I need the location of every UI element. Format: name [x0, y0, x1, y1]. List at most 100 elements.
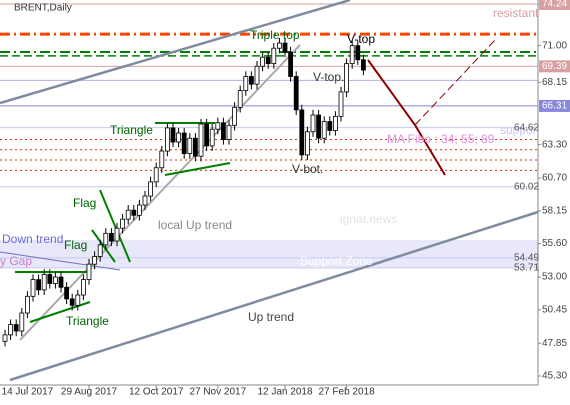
candle-body: [198, 123, 204, 157]
candle-body: [215, 122, 221, 130]
y-tick-label: 58.15: [542, 205, 567, 216]
candle-body: [13, 324, 19, 332]
candle-body: [226, 124, 232, 140]
candle-body: [153, 167, 159, 183]
annotation: V-top: [347, 32, 375, 46]
candle-body: [282, 42, 288, 53]
candle-body: [92, 256, 97, 265]
candle-body: [192, 137, 198, 157]
candle-body: [53, 276, 58, 284]
candle-body: [30, 279, 36, 297]
level-label-box: [539, 60, 570, 73]
x-tick-label: 12 Jan 2018: [257, 387, 312, 398]
y-tick-label: 55.60: [542, 238, 567, 249]
y-tick-label: 47.85: [542, 338, 567, 349]
candle-body: [36, 279, 41, 291]
level-label: 53.71: [514, 263, 539, 274]
candle-body: [299, 109, 305, 156]
candle-body: [237, 90, 243, 108]
candle-body: [248, 76, 254, 85]
y-tick-label: 45.30: [542, 371, 567, 382]
x-tick-label: 29 Aug 2017: [61, 387, 118, 398]
candle-body: [349, 45, 355, 65]
level-label-box: [539, 0, 570, 10]
x-tick-label: 14 Jul 2017: [2, 387, 54, 398]
annotation: Up trend: [248, 310, 294, 324]
support-zone: [0, 240, 538, 268]
annotation: resistant: [493, 6, 539, 20]
candle-body: [181, 132, 187, 155]
candle-body: [327, 121, 333, 131]
level-label: 60.02: [514, 181, 539, 192]
annotation: Triangle: [110, 123, 153, 137]
candle-body: [8, 324, 14, 336]
annotation: Flag: [64, 238, 87, 252]
annotation: Flag: [73, 196, 96, 210]
candle-body: [114, 227, 120, 242]
candle-body: [109, 232, 114, 242]
channel-line: [0, 0, 351, 105]
y-tick-label: 63.30: [542, 139, 567, 150]
candle-body: [148, 181, 154, 197]
candle-body: [220, 122, 226, 140]
candle-body: [170, 127, 176, 143]
candle-body: [41, 274, 47, 291]
level-label: 54.49: [514, 253, 539, 264]
candle-body: [243, 76, 249, 92]
y-tick-label: 60.70: [542, 173, 567, 184]
x-tick-label: 27 Feb 2018: [319, 387, 376, 398]
candle-body: [338, 91, 344, 117]
candle-body: [58, 276, 64, 288]
chart-title: BRENT,Daily: [14, 3, 72, 14]
candle-body: [204, 123, 210, 147]
y-tick-label: 68.15: [542, 77, 567, 88]
candle-body: [164, 127, 170, 152]
annotation: V-top.: [313, 70, 344, 84]
candle-body: [344, 63, 350, 93]
x-tick-label: 27 Nov 2017: [189, 387, 246, 398]
axis-labels: 45.30 47.85 50.45 53.00 55.60 58.15 60.70 63.30…: [2, 0, 570, 398]
candle-body: [276, 42, 282, 49]
candle-body: [265, 56, 271, 65]
candle-body: [47, 274, 53, 284]
candle-body: [176, 132, 182, 143]
candle-body: [125, 209, 131, 220]
annotation: y Gap: [0, 254, 32, 268]
candle-body: [2, 334, 8, 342]
candle-body: [86, 263, 92, 280]
candle-body: [19, 312, 25, 332]
candle-body: [316, 114, 322, 139]
triangle-line: [164, 162, 231, 176]
annotation: Support Zone: [300, 254, 373, 268]
candle-body: [81, 279, 86, 296]
candle-body: [159, 150, 165, 169]
candle-body: [304, 131, 310, 156]
candle-body: [24, 295, 30, 314]
annotation: local Up trend: [158, 218, 232, 232]
candle-body: [97, 244, 103, 257]
candle-body: [355, 45, 361, 61]
annotation: MA Fibo : 34; 55; 89: [387, 132, 495, 146]
annotations: Triple top V-top V-top. V-bot. Triangle Trian…: [0, 6, 541, 328]
candle-body: [232, 106, 238, 126]
level-label-box: [539, 99, 570, 112]
candle-body: [332, 115, 338, 131]
candle-body: [69, 298, 75, 306]
annotation: support: [500, 123, 541, 137]
candle-body: [131, 209, 137, 216]
y-tick-label: 50.45: [542, 304, 567, 315]
y-tick-label: 71.00: [542, 40, 567, 51]
candle-body: [142, 195, 148, 206]
candle-body: [103, 232, 109, 246]
candle-body: [136, 204, 142, 216]
candle-body: [209, 128, 215, 147]
candle-body: [360, 59, 366, 71]
levels: [0, 3, 538, 269]
up-trend-line: [9, 210, 539, 382]
flag-line: [91, 229, 116, 263]
candle-body: [288, 51, 294, 77]
level-label: 74.24: [542, 0, 567, 10]
flag-line: [99, 189, 131, 263]
candle-body: [321, 121, 327, 139]
